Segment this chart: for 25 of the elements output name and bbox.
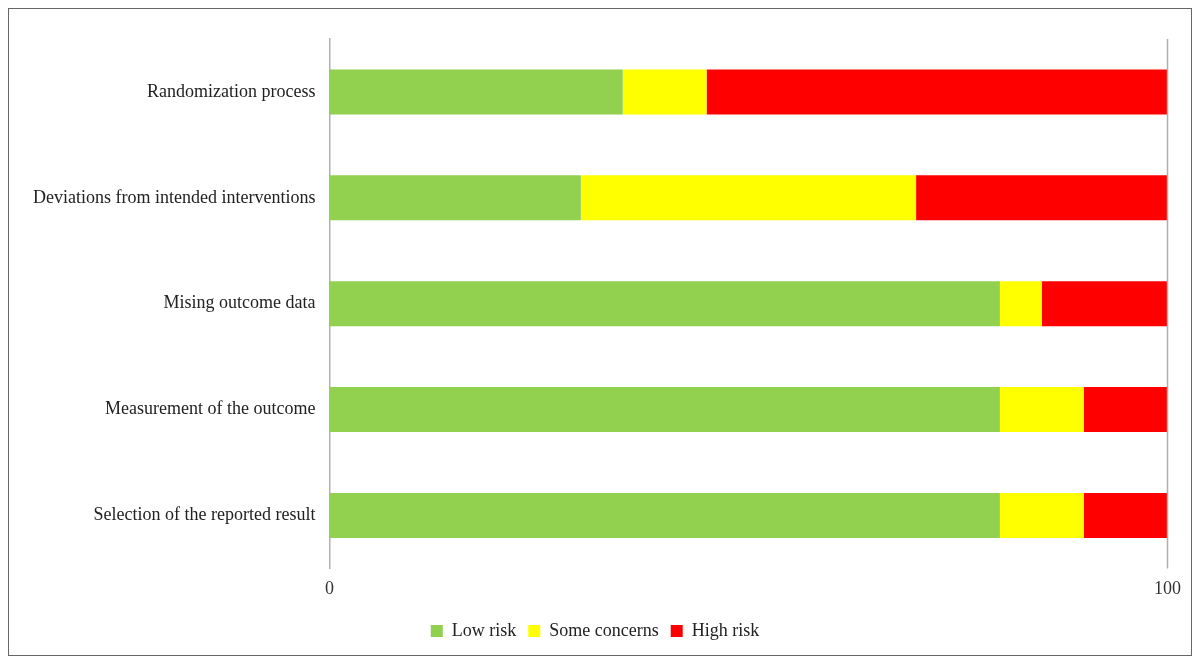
bar: [916, 175, 1168, 221]
bar: [329, 281, 1000, 327]
legend-label: Some concerns: [549, 619, 659, 640]
bar: [329, 69, 623, 115]
y-tick-label: Selection of the reported result: [93, 504, 316, 525]
bar: [580, 175, 917, 221]
legend-label: Low risk: [451, 619, 517, 640]
bar: [999, 281, 1042, 327]
bar: [1041, 281, 1168, 327]
y-tick-label: Deviations from intended interventions: [33, 186, 316, 207]
bar: [329, 492, 1000, 538]
bar: [1083, 492, 1168, 538]
bar: [706, 69, 1168, 115]
bar: [329, 175, 581, 221]
y-tick-label: Mising outcome data: [163, 292, 316, 313]
bar: [622, 69, 707, 115]
bar: [999, 387, 1084, 433]
x-tick-label: 0: [324, 577, 334, 598]
legend-label: High risk: [691, 619, 760, 640]
bar: [999, 492, 1084, 538]
bar: [1083, 387, 1168, 433]
y-tick-label: Measurement of the outcome: [105, 398, 316, 419]
bar: [329, 387, 1000, 433]
x-tick-label: 100: [1154, 577, 1181, 598]
y-tick-label: Randomization process: [146, 80, 316, 101]
